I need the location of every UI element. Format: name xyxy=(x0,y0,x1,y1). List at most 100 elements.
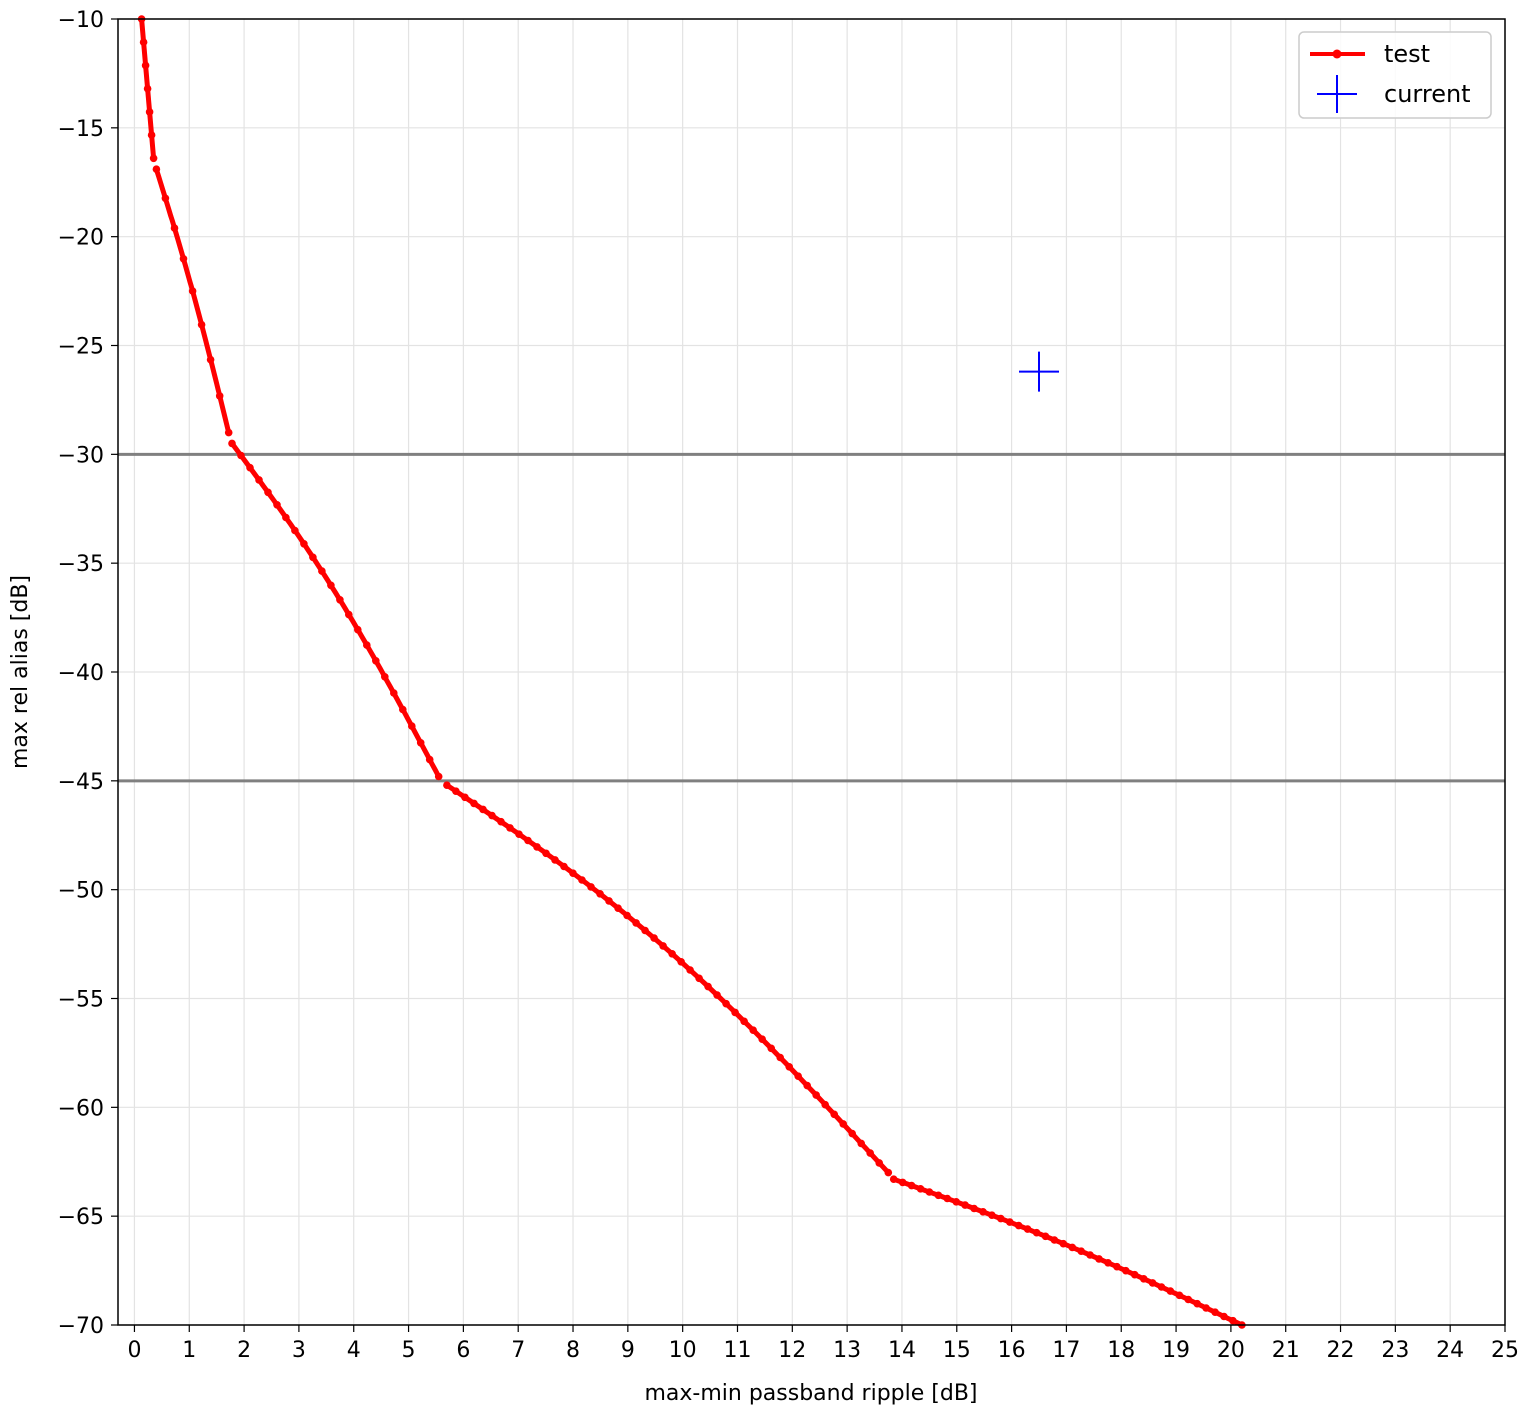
series-test-point xyxy=(731,1008,739,1017)
series-test-point xyxy=(1023,1225,1032,1233)
series-test-point xyxy=(318,567,326,575)
reference-lines xyxy=(118,452,1505,783)
series-layer xyxy=(137,15,1246,1329)
series-test-point xyxy=(336,596,344,604)
series-test-point xyxy=(1130,1270,1139,1279)
series-test-point xyxy=(246,463,254,472)
series-test-point xyxy=(1104,1259,1112,1267)
series-test-point xyxy=(1041,1232,1050,1241)
series-test-point xyxy=(916,1185,925,1193)
series-test-point xyxy=(372,657,380,665)
x-axis-ticks: 0 1 2 3 4 5 6 7 8 9 10 11 12 13 14 15 16 17 18 19 20 21 22 23 24… xyxy=(127,1325,1519,1363)
series-test-point xyxy=(614,904,622,912)
series-test-point xyxy=(524,836,532,845)
series-test-point xyxy=(812,1091,820,1099)
series-test-point xyxy=(1059,1239,1068,1248)
series-test-point xyxy=(147,131,156,139)
series-test-point xyxy=(542,849,550,858)
y-axis-ticks: −10 −15 −20 −25 −30 −35 −40 −45 −50 −55 −60 −65 −70 xyxy=(58,8,118,1339)
series-test-point xyxy=(596,890,604,898)
x-tick-label: 8 xyxy=(566,1338,580,1363)
series-test-point xyxy=(1202,1304,1210,1312)
x-tick-label: 1 xyxy=(182,1338,196,1363)
series-test-point xyxy=(677,958,685,966)
series-test-point xyxy=(197,320,206,329)
series-test-point xyxy=(686,966,694,974)
series-test-point xyxy=(479,805,487,814)
y-tick-label: −70 xyxy=(58,1314,104,1339)
y-tick-label: −55 xyxy=(58,988,104,1013)
series-test-point xyxy=(907,1181,916,1190)
series-test-point xyxy=(206,355,215,364)
series-test-point xyxy=(470,799,478,808)
x-tick-label: 11 xyxy=(723,1338,751,1363)
series-test-point xyxy=(1068,1243,1077,1252)
series-test-point xyxy=(408,722,416,730)
series-test-point xyxy=(659,942,667,950)
series-test-point xyxy=(224,428,233,437)
series-test-point xyxy=(952,1198,960,1206)
series-test-line xyxy=(891,1176,1245,1328)
series-test-point xyxy=(934,1191,943,1200)
series-test-point xyxy=(291,526,299,535)
series-test-point xyxy=(1166,1287,1175,1295)
x-tick-label: 22 xyxy=(1327,1338,1355,1363)
series-test-point xyxy=(1139,1275,1148,1283)
series-test-point xyxy=(1175,1291,1184,1300)
x-tick-label: 14 xyxy=(888,1338,916,1363)
x-tick-label: 23 xyxy=(1381,1338,1409,1363)
series-test-point xyxy=(1211,1308,1219,1316)
x-tick-label: 17 xyxy=(1052,1338,1080,1363)
series-test-point xyxy=(139,38,148,46)
series-test-point xyxy=(979,1208,987,1216)
y-tick-label: −45 xyxy=(58,770,104,795)
series-test-point xyxy=(758,1035,766,1043)
series-test-point xyxy=(425,755,434,764)
series-test-point xyxy=(443,781,451,789)
y-tick-label: −35 xyxy=(58,552,104,577)
series-test-point xyxy=(354,625,362,634)
series-test-point xyxy=(704,982,712,991)
series-test-point xyxy=(740,1017,748,1026)
series-test-point xyxy=(1184,1295,1193,1304)
x-tick-label: 24 xyxy=(1436,1338,1464,1363)
series-test-point xyxy=(898,1178,907,1187)
series-test-point xyxy=(1050,1236,1059,1244)
y-axis-label: max rel alias [dB] xyxy=(8,575,33,769)
series-test-point xyxy=(848,1129,856,1138)
series-test-point xyxy=(141,61,150,70)
series-test-point xyxy=(515,830,523,838)
series-test-point xyxy=(803,1081,811,1090)
series-test-point xyxy=(273,501,281,509)
x-tick-label: 2 xyxy=(237,1338,251,1363)
series-test-point xyxy=(1157,1283,1166,1291)
series-test-point xyxy=(776,1053,784,1062)
x-tick-label: 3 xyxy=(292,1338,306,1363)
series-test-point xyxy=(785,1063,793,1071)
series-test-point xyxy=(170,224,179,232)
x-tick-label: 7 xyxy=(511,1338,525,1363)
x-tick-label: 21 xyxy=(1272,1338,1300,1363)
x-tick-label: 12 xyxy=(778,1338,806,1363)
series-test-point xyxy=(1095,1255,1103,1263)
series-test-point xyxy=(237,451,245,460)
series-test-point xyxy=(381,673,389,681)
series-test-point xyxy=(434,772,443,781)
x-tick-label: 4 xyxy=(347,1338,361,1363)
series-test-point xyxy=(623,911,631,920)
series-test-point xyxy=(569,869,577,877)
series-test-point xyxy=(794,1072,802,1080)
series-test-point xyxy=(452,787,460,795)
series-test-point xyxy=(345,610,353,619)
series-test-point xyxy=(970,1204,978,1213)
y-tick-label: −30 xyxy=(58,443,104,468)
series-test-point xyxy=(641,926,649,935)
y-tick-label: −15 xyxy=(58,117,104,142)
series-test-point xyxy=(461,793,469,802)
series-test-point xyxy=(997,1214,1005,1223)
x-tick-label: 10 xyxy=(669,1338,697,1363)
series-test-point xyxy=(884,1168,893,1177)
series-test-point xyxy=(961,1201,969,1209)
